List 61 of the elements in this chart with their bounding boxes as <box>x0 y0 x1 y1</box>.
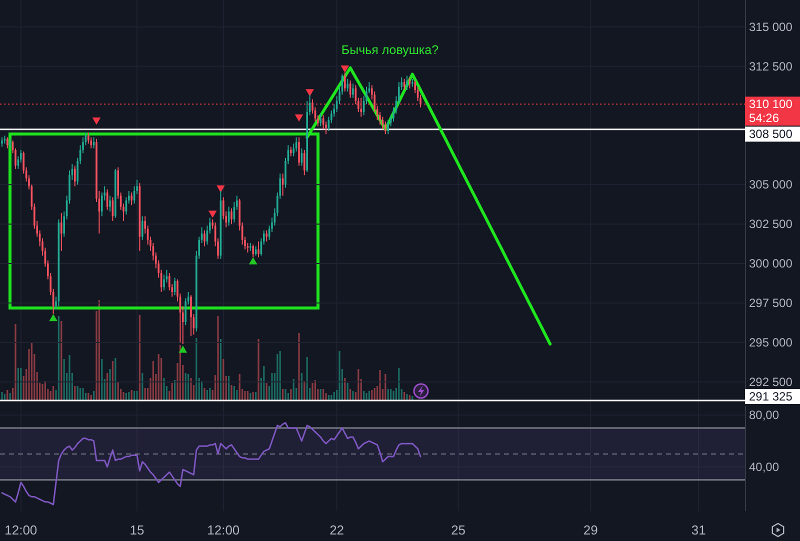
x-tick-label: 15 <box>130 522 144 538</box>
x-tick-label: 12:00 <box>207 522 240 538</box>
x-tick-label: 31 <box>691 522 706 538</box>
y-tick-label: 295 000 <box>749 335 793 350</box>
point <box>92 118 101 125</box>
candlestick <box>109 195 111 212</box>
candlestick <box>384 121 386 135</box>
candlestick <box>9 138 11 149</box>
candlestick <box>266 230 268 242</box>
point <box>216 185 225 193</box>
candlestick <box>360 97 362 118</box>
point <box>178 346 188 353</box>
point <box>248 257 258 264</box>
annotation: Бычья ловушка? <box>341 43 439 57</box>
y-tick-label: 292 500 <box>749 374 793 389</box>
candlestick <box>344 72 346 92</box>
line-series <box>1 422 422 506</box>
candlestick <box>88 132 90 144</box>
candlestick <box>130 192 132 206</box>
candlestick <box>252 244 254 258</box>
candlestick <box>387 119 389 135</box>
point <box>306 89 314 96</box>
candlestick <box>230 208 232 225</box>
candlestick <box>352 83 354 98</box>
x-tick-label: 29 <box>583 522 598 538</box>
candlestick <box>320 113 322 127</box>
x-tick-label: 12:00 <box>4 522 38 538</box>
y-tick-label: 300 000 <box>749 256 793 271</box>
candlestick <box>346 78 348 92</box>
point <box>340 65 350 73</box>
x-tick-label: 25 <box>451 522 466 538</box>
candlestick <box>60 212 62 252</box>
y-tick-label: 40,00 <box>749 460 780 474</box>
candlestick <box>204 230 206 247</box>
line-series <box>306 66 552 346</box>
y-tick-label: 297 500 <box>749 296 793 310</box>
text: 54:26 <box>749 111 780 126</box>
candlestick <box>142 216 144 240</box>
y-tick-label: 312 500 <box>749 59 793 74</box>
candlestick <box>298 136 300 166</box>
candlestick <box>1 136 3 148</box>
point <box>294 114 304 122</box>
candlestick <box>290 146 292 157</box>
y-tick-label: 315 000 <box>749 20 793 34</box>
candlestick <box>190 294 192 337</box>
ref-line-label: 308 500 <box>749 127 793 142</box>
point <box>49 314 58 322</box>
y-tick-label: 305 000 <box>749 178 793 192</box>
candlestick <box>163 274 165 291</box>
candlestick <box>90 136 92 149</box>
point <box>208 210 217 218</box>
candlestick <box>74 165 76 187</box>
y-tick-label: 80,00 <box>749 408 780 422</box>
candlestick <box>304 149 306 176</box>
x-tick-label: 22 <box>330 522 344 538</box>
candlestick <box>258 240 260 258</box>
candlestick <box>406 75 408 90</box>
ref-line-label: 310 100 <box>749 97 793 112</box>
y-tick-label: 302 500 <box>749 217 793 232</box>
ref-line-label: 291 325 <box>749 390 793 404</box>
candlestick <box>6 136 8 149</box>
